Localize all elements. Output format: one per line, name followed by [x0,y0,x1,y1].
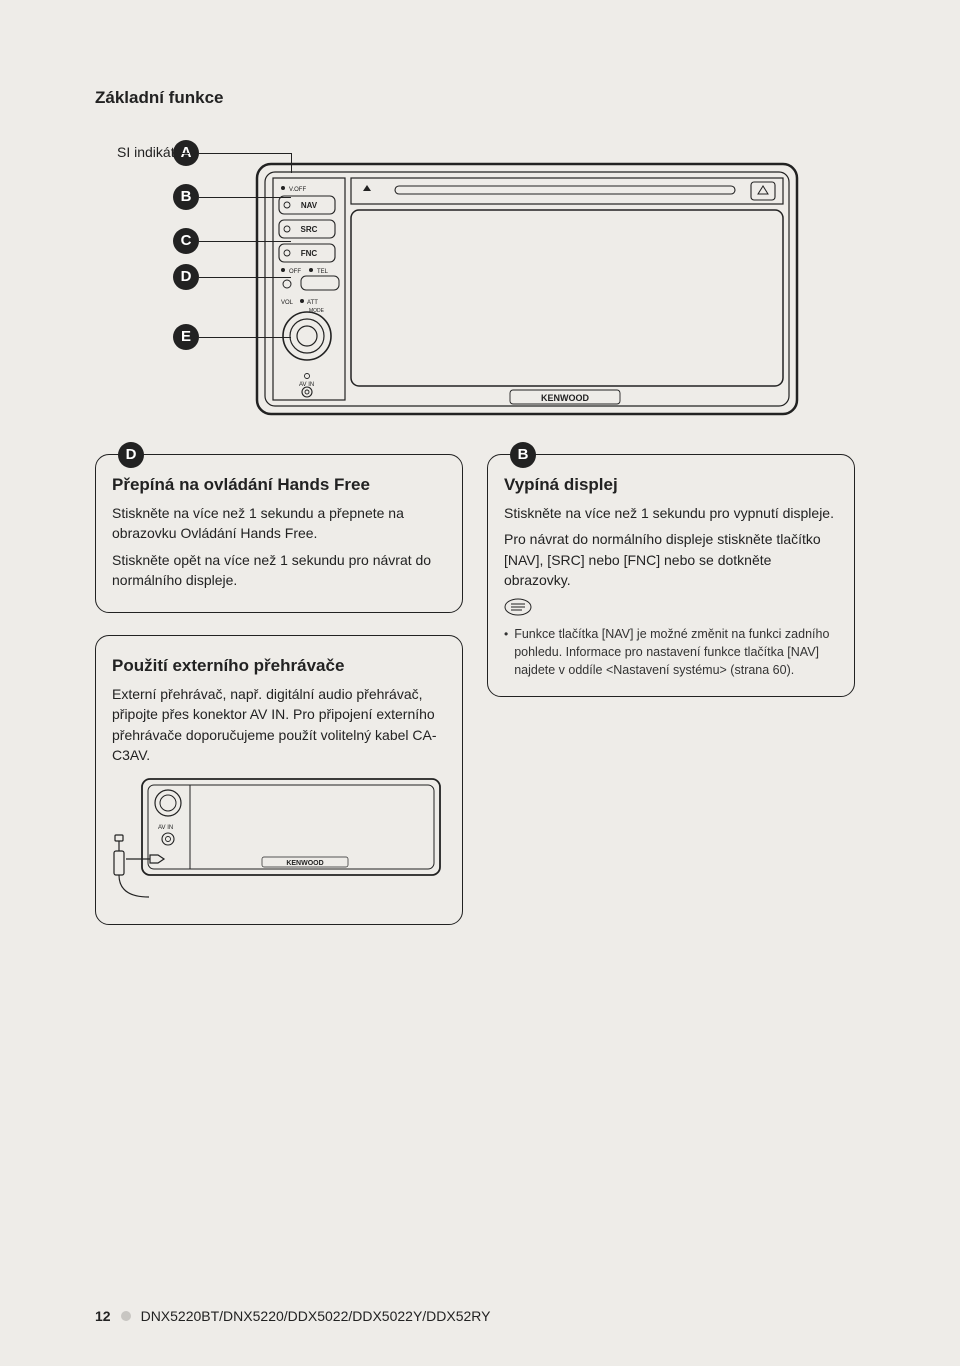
card-b-title: Vypíná displej [504,475,838,495]
lead-si [181,153,189,154]
label-vol: VOL [281,300,294,306]
callout-d: D [173,264,199,290]
btn-fnc: FNC [301,249,318,258]
btn-src: SRC [301,225,318,234]
lead-d [199,277,291,278]
card-external-player: Použití externího přehrávače Externí pře… [95,635,463,925]
card-d-body-2: Stiskněte opět na více než 1 sekundu pro… [112,550,446,591]
card-d-title: Přepíná na ovládání Hands Free [112,475,446,495]
callout-c: C [173,228,199,254]
card-d-badge: D [118,442,144,468]
lead-b [199,197,291,198]
card-d-body-1: Stiskněte na více než 1 sekundu a přepne… [112,503,446,544]
lead-a [199,153,291,154]
external-player-diagram: AV IN KENWOOD [112,773,446,908]
lead-a-v [291,153,292,173]
note-icon [504,598,838,621]
card-d: D Přepíná na ovládání Hands Free Stiskně… [95,454,463,613]
card-b-badge: B [510,442,536,468]
callout-e: E [173,324,199,350]
card-b-note-text: Funkce tlačítka [NAV] je možné změnit na… [514,625,838,679]
label-att: ATT [307,300,318,306]
btn-nav: NAV [301,201,318,210]
brand-text: KENWOOD [541,393,589,403]
label-voff: V.OFF [289,187,306,193]
callout-b: B [173,184,199,210]
card-b-body-1: Stiskněte na více než 1 sekundu pro vypn… [504,503,838,523]
card-b-note: • Funkce tlačítka [NAV] je možné změnit … [504,625,838,679]
lead-c [199,241,291,242]
page-number: 12 [95,1308,111,1324]
label-tel: TEL [317,269,329,275]
card-b-body-2: Pro návrat do normálního displeje stiskn… [504,529,838,590]
label-off: OFF [289,269,301,275]
footer-models: DNX5220BT/DNX5220/DDX5022/DDX5022Y/DDX52… [141,1308,491,1324]
device-diagram: SI indikátor A B C D E [155,136,865,426]
svg-text:AV IN: AV IN [158,825,173,831]
footer-separator-icon [121,1311,131,1321]
svg-text:KENWOOD: KENWOOD [286,860,323,867]
page-footer: 12 DNX5220BT/DNX5220/DDX5022/DDX5022Y/DD… [95,1308,491,1324]
card-ext-title: Použití externího přehrávače [112,656,446,676]
lead-e [199,337,291,338]
card-b: B Vypíná displej Stiskněte na více než 1… [487,454,855,697]
card-ext-body: Externí přehrávač, např. digitální audio… [112,684,446,765]
section-heading: Základní funkce [95,88,865,108]
bullet-dot: • [504,625,508,679]
